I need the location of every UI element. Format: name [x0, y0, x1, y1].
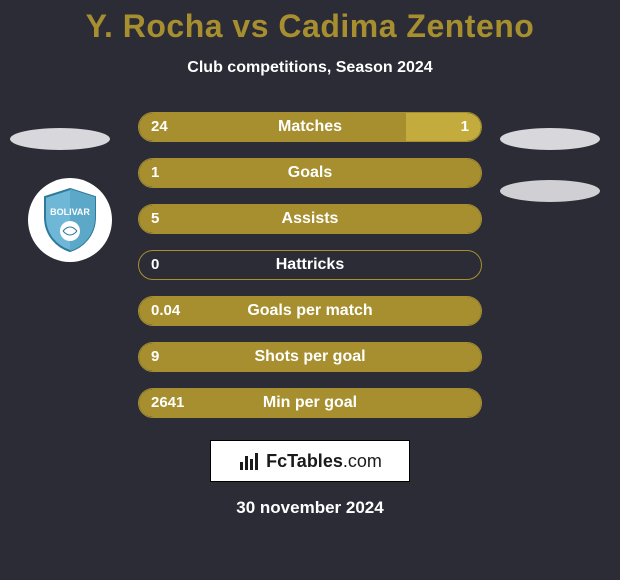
bar-fill-left: [139, 205, 481, 233]
stat-row: Hattricks0: [138, 250, 482, 280]
logo-brand: FcTables: [266, 451, 343, 471]
bar-fill-left: [139, 389, 481, 417]
bar-fill-left: [139, 113, 406, 141]
bar-fill-left: [139, 159, 481, 187]
comparison-infographic: Y. Rocha vs Cadima Zenteno Club competit…: [0, 0, 620, 580]
stat-label: Hattricks: [139, 251, 481, 280]
page-title: Y. Rocha vs Cadima Zenteno: [0, 0, 620, 45]
club-badge-left: BOLIVAR: [28, 178, 112, 262]
stat-row: Shots per goal9: [138, 342, 482, 372]
bar-fill-left: [139, 343, 481, 371]
player-right-placeholder: [500, 128, 600, 150]
player-left-placeholder: [10, 128, 110, 150]
stat-value-left: 2641: [151, 389, 184, 418]
stat-row: Min per goal2641: [138, 388, 482, 418]
svg-text:BOLIVAR: BOLIVAR: [50, 207, 90, 217]
stat-row: Goals per match0.04: [138, 296, 482, 326]
stat-row: Assists5: [138, 204, 482, 234]
date-label: 30 november 2024: [0, 498, 620, 518]
stat-value-left: 0: [151, 251, 159, 280]
stat-value-right: 1: [461, 113, 469, 142]
stat-bars: Matches241Goals1Assists5Hattricks0Goals …: [138, 112, 482, 434]
logo-text: FcTables.com: [266, 451, 382, 472]
bars-icon: [238, 450, 260, 472]
shield-icon: BOLIVAR: [41, 187, 99, 253]
stat-value-left: 5: [151, 205, 159, 234]
stat-row: Matches241: [138, 112, 482, 142]
stat-value-left: 24: [151, 113, 168, 142]
club-right-placeholder: [500, 180, 600, 202]
stat-value-left: 9: [151, 343, 159, 372]
subtitle: Club competitions, Season 2024: [0, 59, 620, 77]
fctables-logo: FcTables.com: [210, 440, 410, 482]
stat-value-left: 1: [151, 159, 159, 188]
bar-fill-right: [406, 113, 481, 141]
logo-domain: .com: [343, 451, 382, 471]
stat-value-left: 0.04: [151, 297, 180, 326]
stat-row: Goals1: [138, 158, 482, 188]
bar-fill-left: [139, 297, 481, 325]
